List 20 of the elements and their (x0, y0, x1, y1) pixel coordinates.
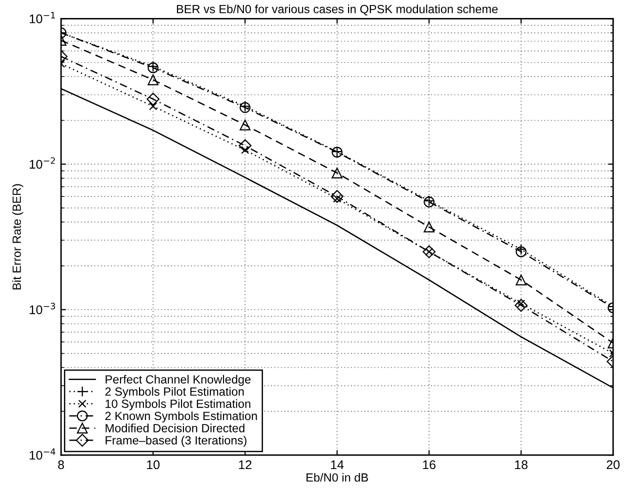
y-tick-label: 10$^{−3}$ (30, 302, 56, 314)
legend-label: Frame–based (3 Iterations) (106, 436, 246, 447)
x-tick-label: 20 (606, 460, 620, 470)
x-tick-label: 18 (515, 460, 528, 470)
x-axis-title: Eb/N0 in dB (306, 473, 368, 482)
x-tick-label: 12 (239, 460, 252, 470)
legend-label: 2 Known Symbols Estimation (105, 411, 257, 422)
legend-label: 10 Symbols Pilot Estimation (106, 399, 250, 410)
legend-label: 2 Symbols Pilot Estimation (105, 387, 244, 398)
legend-label: Perfect Channel Knowledge (106, 374, 251, 386)
x-tick-label: 10 (147, 460, 160, 470)
chart-title: BER vs Eb/N0 for various cases in QPSK modulation scheme (176, 4, 498, 16)
y-tick-label: 10$^{−2}$ (30, 157, 55, 169)
x-tick-label: 14 (331, 460, 344, 470)
legend-label: Modified Decision Directed (106, 424, 244, 432)
y-axis-title: Bit Error Rate (BER) (12, 184, 24, 290)
y-tick-label: 10$^{−1}$ (30, 12, 55, 24)
x-tick-label: 16 (423, 460, 436, 470)
x-tick-label: 8 (58, 460, 64, 470)
y-tick-label: 10$^{−4}$ (30, 448, 56, 460)
